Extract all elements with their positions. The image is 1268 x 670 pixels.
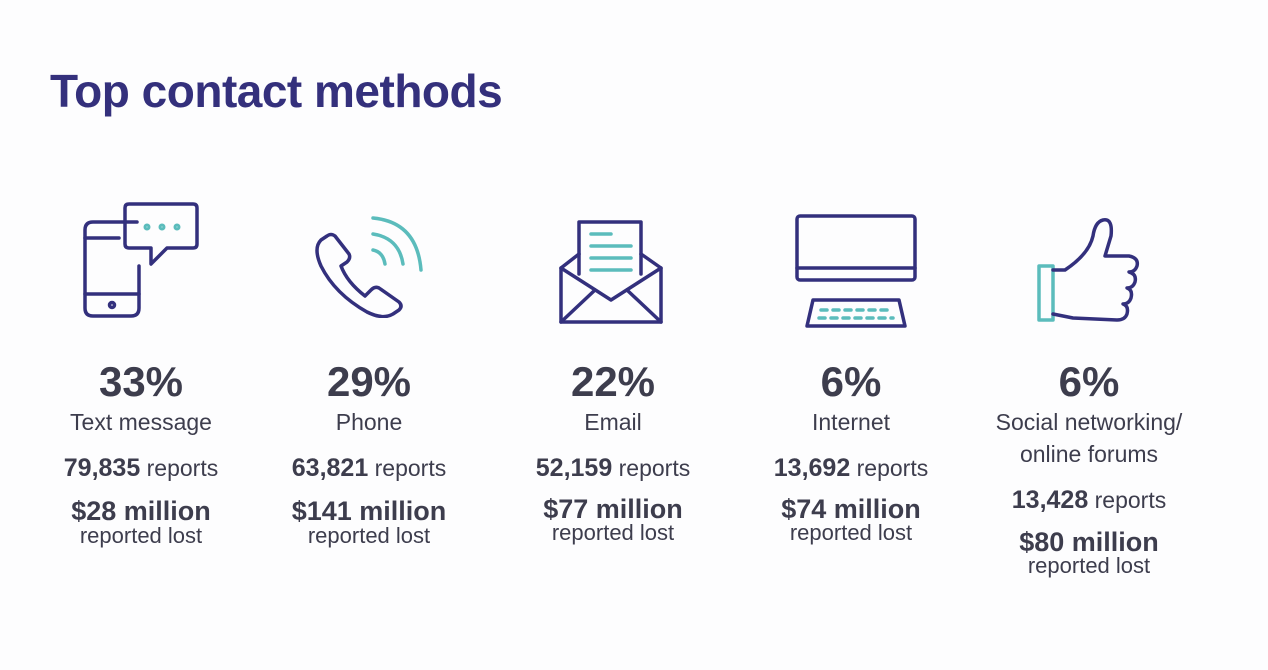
- reports-count: 13,428 reports: [959, 485, 1219, 515]
- phone-call-icon: [315, 216, 423, 318]
- method-label: Text message: [70, 409, 212, 435]
- loss-label: reported lost: [307, 523, 431, 548]
- loss-amount: $28 million: [71, 496, 211, 526]
- percent-value: 6%: [820, 358, 882, 405]
- phone-message-icon: [83, 202, 199, 318]
- reports-number: 79,835: [63, 454, 141, 482]
- page-title: Top contact methods: [50, 65, 503, 117]
- loss-label: reported lost: [79, 523, 203, 548]
- loss-label: reported lost: [789, 520, 913, 545]
- loss-label: reported lost: [1027, 553, 1151, 578]
- percent-value: 6%: [1058, 358, 1120, 405]
- email-envelope-icon: [559, 220, 663, 324]
- method-label-line1: Social networking/: [995, 409, 1183, 435]
- method-label-line2: online forums: [1019, 441, 1159, 467]
- reports-label: reports: [374, 455, 447, 481]
- reports-number: 52,159: [535, 454, 613, 482]
- loss-amount: $74 million: [781, 494, 921, 524]
- loss-amount: $141 million: [291, 496, 447, 526]
- loss-amount: $77 million: [543, 494, 683, 524]
- computer-icon: [795, 214, 917, 328]
- reports-number: 63,821: [291, 454, 369, 482]
- reports-label: reports: [618, 455, 691, 481]
- loss-label: reported lost: [551, 520, 675, 545]
- reports-label: reports: [146, 455, 219, 481]
- method-label: Phone: [335, 409, 403, 435]
- percent-value: 22%: [570, 358, 656, 405]
- reports-label: reports: [1094, 487, 1167, 513]
- percent-value: 33%: [98, 358, 184, 405]
- reports-count: 79,835 reports: [11, 453, 271, 483]
- percent-value: 29%: [326, 358, 412, 405]
- reports-count: 52,159 reports: [483, 453, 743, 483]
- reports-number: 13,692: [773, 454, 851, 482]
- reports-number: 13,428: [1011, 486, 1089, 514]
- method-label: Email: [584, 409, 642, 435]
- loss-amount: $80 million: [1019, 527, 1159, 557]
- reports-count: 13,692 reports: [721, 453, 981, 483]
- method-label: Social networking/online forums: [969, 406, 1209, 470]
- method-label: Internet: [812, 409, 890, 435]
- reports-count: 63,821 reports: [239, 453, 499, 483]
- thumbs-up-icon: [1037, 218, 1140, 322]
- reports-label: reports: [856, 455, 929, 481]
